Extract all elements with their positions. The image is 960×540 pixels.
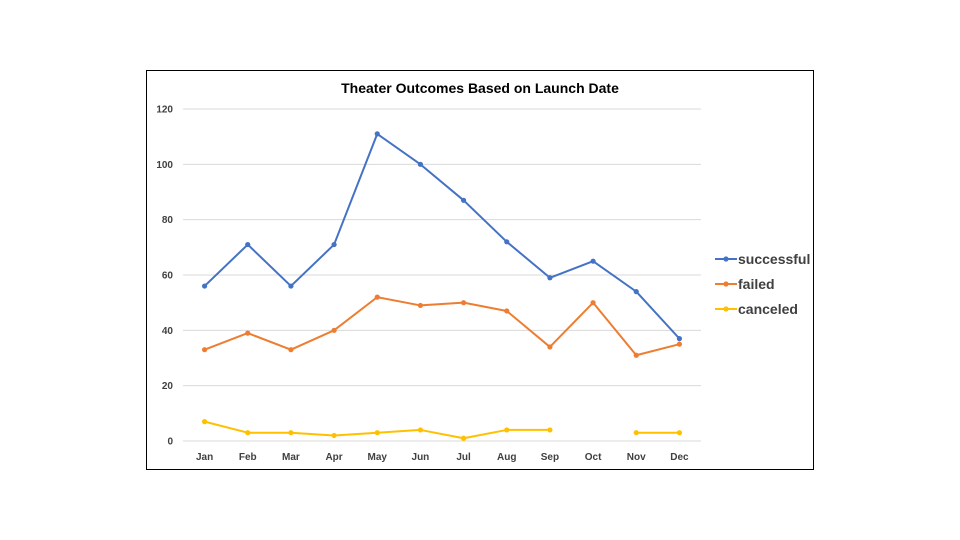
data-point: [633, 430, 639, 436]
data-point: [460, 300, 467, 306]
series-successful: [201, 131, 683, 342]
data-point: [504, 239, 510, 245]
series-canceled: [201, 419, 683, 441]
data-point: [288, 283, 294, 289]
y-tick-label: 100: [156, 160, 173, 171]
data-point: [547, 275, 553, 281]
data-point: [460, 197, 467, 203]
x-tick-label: Feb: [239, 452, 257, 463]
data-point: [504, 427, 510, 433]
legend-marker: [723, 281, 729, 287]
data-point: [245, 241, 251, 248]
y-tick-label: 0: [167, 437, 173, 448]
series-lines: [201, 131, 683, 441]
x-axis-ticks: Jan Feb Mar Apr May Jun Jul Aug Sep Oct Nov Dec: [196, 452, 689, 463]
data-point: [633, 289, 639, 295]
legend-item-canceled: canceled: [715, 301, 798, 317]
data-point: [547, 344, 553, 350]
series-line: [203, 132, 681, 340]
x-tick-label: Apr: [325, 452, 342, 463]
x-tick-label: Dec: [670, 452, 689, 463]
series-failed: [201, 294, 683, 358]
line-chart: Theater Outcomes Based on Launch Date 0 2…: [156, 80, 810, 463]
x-tick-label: Oct: [585, 452, 602, 463]
data-point: [288, 347, 294, 353]
series-line: [204, 420, 550, 440]
data-point: [201, 419, 208, 425]
y-axis-ticks: 0 20 40 60 80 100 120: [156, 105, 173, 448]
data-point: [460, 435, 467, 441]
data-point: [504, 308, 510, 314]
data-point: [331, 432, 337, 439]
data-point: [676, 430, 683, 436]
data-point: [590, 300, 596, 306]
x-tick-label: Jan: [196, 452, 213, 463]
data-point: [590, 258, 596, 264]
gridlines: [183, 108, 701, 442]
legend-marker: [723, 256, 729, 262]
legend-item-failed: failed: [715, 276, 775, 292]
chart-frame: Theater Outcomes Based on Launch Date 0 2…: [146, 70, 814, 470]
data-point: [547, 427, 553, 433]
data-point: [417, 302, 424, 309]
y-tick-label: 80: [162, 215, 174, 226]
data-point: [201, 283, 208, 289]
y-tick-label: 120: [156, 105, 173, 116]
x-tick-label: Aug: [497, 452, 516, 463]
data-point: [331, 327, 337, 333]
legend-item-successful: successful: [715, 251, 810, 267]
data-point: [288, 430, 294, 436]
data-point: [245, 430, 251, 436]
legend: successful failed canceled: [715, 251, 810, 317]
x-tick-label: Mar: [282, 452, 300, 463]
data-point: [633, 352, 639, 358]
y-tick-label: 40: [162, 326, 174, 337]
data-point: [201, 347, 208, 353]
data-point: [676, 336, 683, 342]
data-point: [374, 131, 380, 137]
x-tick-label: May: [368, 452, 388, 463]
data-point: [331, 241, 337, 248]
x-tick-label: Nov: [627, 452, 646, 463]
legend-label: failed: [738, 276, 775, 292]
x-tick-label: Jun: [412, 452, 430, 463]
y-tick-label: 60: [162, 271, 174, 282]
data-point: [676, 341, 683, 347]
data-point: [417, 161, 424, 167]
data-point: [245, 330, 251, 336]
y-tick-label: 20: [162, 381, 174, 392]
chart-title: Theater Outcomes Based on Launch Date: [341, 80, 619, 96]
data-point: [374, 294, 380, 300]
data-point: [374, 430, 380, 436]
x-tick-label: Sep: [541, 452, 559, 463]
legend-marker: [723, 306, 729, 312]
legend-label: canceled: [738, 301, 798, 317]
data-point: [417, 427, 424, 433]
x-tick-label: Jul: [456, 452, 471, 463]
legend-label: successful: [738, 251, 810, 267]
series-line: [204, 296, 680, 357]
